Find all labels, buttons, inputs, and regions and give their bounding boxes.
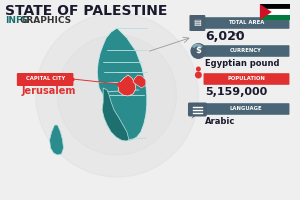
FancyBboxPatch shape <box>190 15 205 31</box>
Text: km²: km² <box>231 32 242 37</box>
Text: CAPITAL CITY: CAPITAL CITY <box>26 76 65 82</box>
FancyBboxPatch shape <box>203 103 290 115</box>
Text: GRAPHICS: GRAPHICS <box>20 16 72 25</box>
Text: 6,020: 6,020 <box>205 29 245 43</box>
Text: STATE OF PALESTINE: STATE OF PALESTINE <box>5 4 167 18</box>
Text: TOTAL AREA: TOTAL AREA <box>228 21 264 25</box>
Polygon shape <box>50 125 64 155</box>
Circle shape <box>190 43 206 59</box>
Polygon shape <box>191 114 197 119</box>
Circle shape <box>58 35 177 155</box>
Polygon shape <box>133 75 146 88</box>
Text: ▤: ▤ <box>194 19 201 27</box>
Circle shape <box>36 13 198 177</box>
Text: POPULATION: POPULATION <box>227 76 265 82</box>
Circle shape <box>195 72 202 78</box>
Text: INFO: INFO <box>5 16 30 25</box>
Text: LANGUAGE: LANGUAGE <box>230 106 262 112</box>
FancyBboxPatch shape <box>203 45 290 57</box>
FancyBboxPatch shape <box>203 17 290 29</box>
Bar <box>260 9 290 15</box>
FancyBboxPatch shape <box>188 102 207 116</box>
Text: $: $ <box>195 46 201 55</box>
Bar <box>260 15 290 20</box>
Polygon shape <box>260 4 272 20</box>
Text: 5,159,000: 5,159,000 <box>205 87 268 97</box>
Polygon shape <box>102 88 129 141</box>
Text: CURRENCY: CURRENCY <box>230 48 262 53</box>
FancyBboxPatch shape <box>17 73 74 86</box>
Text: Egyptian pound: Egyptian pound <box>205 60 280 68</box>
Polygon shape <box>97 28 147 141</box>
Polygon shape <box>118 75 136 96</box>
Text: Arabic: Arabic <box>205 117 236 127</box>
Bar <box>260 4 290 9</box>
Circle shape <box>196 66 201 72</box>
Text: Jerusalem: Jerusalem <box>22 86 76 96</box>
FancyBboxPatch shape <box>203 73 290 85</box>
